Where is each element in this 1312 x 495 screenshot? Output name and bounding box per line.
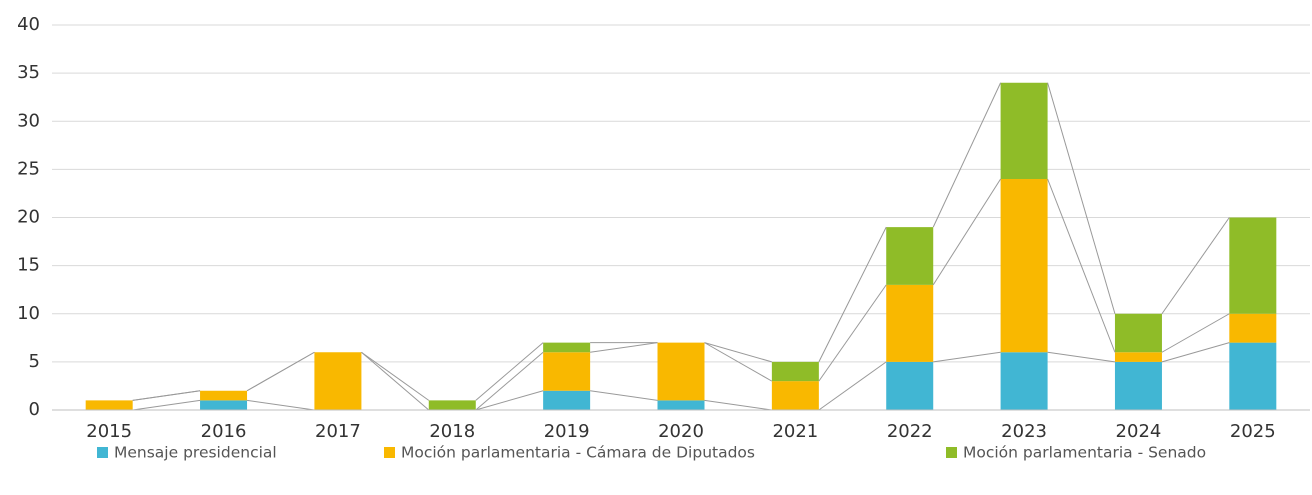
y-tick-label: 25 [17,158,40,179]
y-tick-label: 35 [17,62,40,83]
bar-segment [657,400,705,410]
series-line [932,178,1002,286]
bar-segment [886,227,934,285]
series-line [704,342,773,382]
series-line [361,351,430,401]
bar-segment [657,342,705,401]
y-tick-label: 40 [17,14,40,35]
bar-segment [200,400,248,410]
series-line [1047,82,1116,314]
x-tick-label: 2018 [429,421,475,442]
bar-segment [1114,361,1162,410]
series-line [818,361,887,411]
legend-label: Moción parlamentaria - Senado [963,444,1206,462]
y-tick-label: 30 [17,110,40,131]
bar-segment [543,390,591,410]
y-tick-label: 10 [17,303,40,324]
series-line [932,82,1002,228]
bar-segment [1000,179,1048,353]
series-line [1161,217,1230,315]
series-line [1047,351,1116,363]
bar-segment [1114,313,1162,353]
series-line [132,390,201,401]
bar-segment [771,381,819,410]
x-tick-label: 2023 [1001,421,1047,442]
legend-swatch [946,447,957,458]
legend-swatch [384,447,395,458]
series-line [361,351,430,411]
y-tick-label: 5 [29,351,40,372]
legend-label: Moción parlamentaria - Cámara de Diputad… [401,444,755,462]
bar-segment [1229,217,1277,314]
x-tick-label: 2019 [544,421,590,442]
bar-segment [1114,352,1162,362]
x-tick-label: 2017 [315,421,361,442]
y-tick-label: 15 [17,255,40,276]
bar-segment [1000,82,1048,179]
bar-segment [771,361,819,382]
series-line [590,390,658,401]
x-tick-label: 2022 [887,421,933,442]
series-line [818,226,887,363]
x-tick-label: 2015 [86,421,132,442]
series-line [1047,178,1116,353]
bar-segment [200,390,248,401]
y-tick-label: 0 [29,399,40,420]
series-line [246,399,315,411]
bar-segment [1000,352,1048,410]
x-tick-label: 2020 [658,421,704,442]
bar-segment [886,361,934,410]
legend-swatch [97,447,108,458]
bar-segment [543,352,591,391]
bar-segment [314,352,362,410]
x-tick-label: 2025 [1230,421,1276,442]
series-line [1161,313,1230,353]
bar-segment [543,342,591,353]
x-tick-label: 2024 [1116,421,1162,442]
x-tick-label: 2021 [772,421,818,442]
series-line [933,351,1001,363]
x-tick-label: 2016 [201,421,247,442]
series-line [590,342,658,353]
series-line [818,284,887,382]
series-line [132,399,201,411]
series-line [475,351,544,411]
bar-segment [428,400,476,410]
bar-segment [1229,342,1277,410]
series-line [475,342,544,401]
bar-segment [1229,313,1277,343]
series-line [704,342,773,363]
series-line [704,399,772,411]
series-line [475,390,544,411]
series-line [1161,342,1230,363]
series-line [246,351,315,392]
y-tick-label: 20 [17,207,40,228]
bar-segment [85,400,133,410]
bar-segment [886,284,934,362]
legend-label: Mensaje presidencial [114,444,277,462]
